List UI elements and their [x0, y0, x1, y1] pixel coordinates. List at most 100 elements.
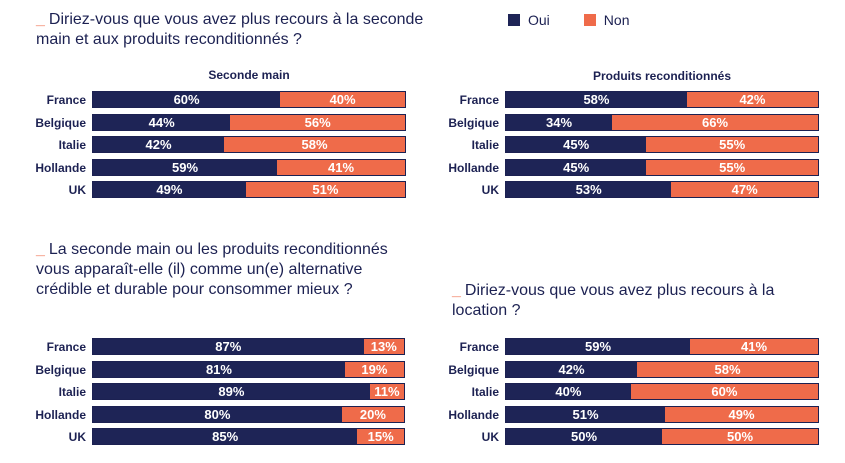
- bar-segment-oui: 59%: [93, 159, 278, 175]
- stacked-bar: 45% 55%: [505, 158, 819, 176]
- chart-3-title: _ La seconde main ou les produits recondi…: [36, 241, 388, 298]
- stacked-bar: 42% 58%: [92, 136, 406, 153]
- chart-1-subtitle: Seconde main: [208, 68, 290, 82]
- bar-segment-non: 66%: [612, 114, 818, 130]
- bar-row-italie: Italie 45% 55%: [412, 136, 819, 154]
- bar-row-uk: UK 50% 50%: [412, 428, 819, 446]
- stacked-bar: 34% 66%: [505, 113, 819, 131]
- legend-swatch-oui: [508, 14, 520, 26]
- bar-segment-non: 40%: [280, 92, 405, 107]
- bar-row-uk: UK 49% 51%: [0, 181, 406, 199]
- legend-item-non: Non: [583, 12, 630, 28]
- category-label: Belgique: [35, 115, 86, 130]
- stacked-bar: 53% 47%: [505, 181, 819, 198]
- stacked-bar: 80% 20%: [92, 405, 405, 423]
- stacked-bar: 59% 41%: [505, 338, 819, 355]
- bar-segment-non: 41%: [277, 159, 405, 175]
- category-label: UK: [481, 430, 499, 444]
- bar-row-uk: UK 85% 15%: [0, 428, 405, 446]
- bar-segment-non: 50%: [662, 429, 818, 444]
- bar-row-belgique: Belgique 34% 66%: [412, 113, 819, 132]
- stacked-bar: 51% 49%: [505, 405, 819, 423]
- bar-segment-oui: 58%: [506, 92, 687, 107]
- bar-segment-non: 42%: [686, 92, 818, 107]
- legend-swatch-non: [583, 14, 596, 26]
- bar-segment-oui: 81%: [93, 361, 345, 377]
- bar-row-italie: Italie 40% 60%: [412, 383, 819, 401]
- chart-3: France 87% 13% Belgique 81% 19% Italie 89% 11% Ho…: [0, 338, 420, 448]
- bar-segment-oui: 85%: [93, 429, 358, 444]
- chart-1: France 60% 40% Belgique 44% 56% Italie 42% 58% Ho…: [0, 91, 420, 201]
- bar-row-hollande: Hollande 45% 55%: [412, 158, 819, 177]
- stacked-bar: 89% 11%: [92, 383, 405, 400]
- bar-segment-oui: 80%: [93, 406, 342, 422]
- bar-segment-non: 49%: [665, 406, 818, 422]
- bar-segment-oui: 34%: [506, 114, 613, 130]
- stacked-bar: 81% 19%: [92, 360, 405, 378]
- stacked-bar: 60% 40%: [92, 91, 406, 108]
- bar-segment-oui: 53%: [506, 182, 672, 197]
- category-label: France: [46, 93, 86, 107]
- bar-row-belgique: Belgique 81% 19%: [0, 360, 405, 379]
- chart-2: France 58% 42% Belgique 34% 66% Italie 45% 55% Ho…: [412, 91, 832, 201]
- bar-segment-oui: 50%: [506, 429, 662, 444]
- bar-segment-oui: 45%: [506, 159, 647, 175]
- stacked-bar: 42% 58%: [505, 360, 819, 378]
- category-label: Hollande: [448, 160, 499, 175]
- bar-row-italie: Italie 42% 58%: [0, 136, 406, 154]
- category-label: UK: [481, 183, 499, 197]
- bar-segment-oui: 44%: [93, 114, 231, 130]
- bar-segment-oui: 42%: [506, 361, 638, 377]
- bar-segment-oui: 42%: [93, 137, 225, 152]
- category-label: Belgique: [35, 362, 86, 377]
- bar-segment-non: 51%: [245, 182, 405, 197]
- bar-segment-oui: 59%: [506, 339, 691, 354]
- chart-1-title: _ Diriez-vous que vous avez plus recours …: [36, 11, 424, 48]
- chart-2-subtitle: Produits reconditionnés: [592, 69, 731, 83]
- category-label: Belgique: [448, 362, 499, 377]
- category-label: Hollande: [35, 407, 86, 422]
- category-label: Italie: [58, 138, 86, 152]
- category-label: Hollande: [448, 407, 499, 422]
- category-label: Italie: [58, 385, 86, 399]
- bar-segment-non: 58%: [637, 361, 818, 377]
- bar-segment-oui: 49%: [93, 182, 246, 197]
- bar-row-france: France 59% 41%: [412, 338, 819, 356]
- category-label: UK: [68, 183, 86, 197]
- category-label: UK: [68, 430, 86, 444]
- bar-segment-non: 11%: [369, 384, 404, 399]
- category-label: Belgique: [448, 115, 499, 130]
- bar-segment-oui: 45%: [506, 137, 647, 152]
- bar-row-hollande: Hollande 80% 20%: [0, 405, 405, 424]
- bar-row-belgique: Belgique 42% 58%: [412, 360, 819, 379]
- category-label: Italie: [471, 138, 499, 152]
- bar-segment-oui: 87%: [93, 339, 364, 354]
- bar-segment-oui: 40%: [506, 384, 631, 399]
- bar-segment-non: 41%: [690, 339, 818, 354]
- bar-row-hollande: Hollande 59% 41%: [0, 158, 406, 177]
- bar-row-hollande: Hollande 51% 49%: [412, 405, 819, 424]
- legend-label-non: Non: [603, 12, 630, 28]
- stacked-bar: 50% 50%: [505, 428, 819, 445]
- bar-row-france: France 60% 40%: [0, 91, 406, 109]
- bar-segment-non: 13%: [363, 339, 404, 354]
- legend-item-oui: Oui: [508, 12, 550, 28]
- stacked-bar: 87% 13%: [92, 338, 405, 355]
- stacked-bar: 49% 51%: [92, 181, 406, 198]
- bar-segment-non: 19%: [344, 361, 404, 377]
- category-label: France: [459, 93, 499, 107]
- bar-segment-non: 47%: [671, 182, 818, 197]
- bar-segment-non: 58%: [224, 137, 405, 152]
- bar-segment-oui: 89%: [93, 384, 370, 399]
- category-label: Italie: [471, 385, 499, 399]
- bar-row-uk: UK 53% 47%: [412, 181, 819, 199]
- stacked-bar: 45% 55%: [505, 136, 819, 153]
- category-label: France: [46, 340, 86, 354]
- stacked-bar: 44% 56%: [92, 113, 406, 131]
- chart-4: France 59% 41% Belgique 42% 58% Italie 40% 60% Ho…: [412, 338, 832, 448]
- bar-segment-oui: 60%: [93, 92, 281, 107]
- category-label: Hollande: [35, 160, 86, 175]
- stacked-bar: 59% 41%: [92, 158, 406, 176]
- chart-4-title: _ Diriez-vous que vous avez plus recours …: [452, 282, 775, 319]
- category-label: France: [459, 340, 499, 354]
